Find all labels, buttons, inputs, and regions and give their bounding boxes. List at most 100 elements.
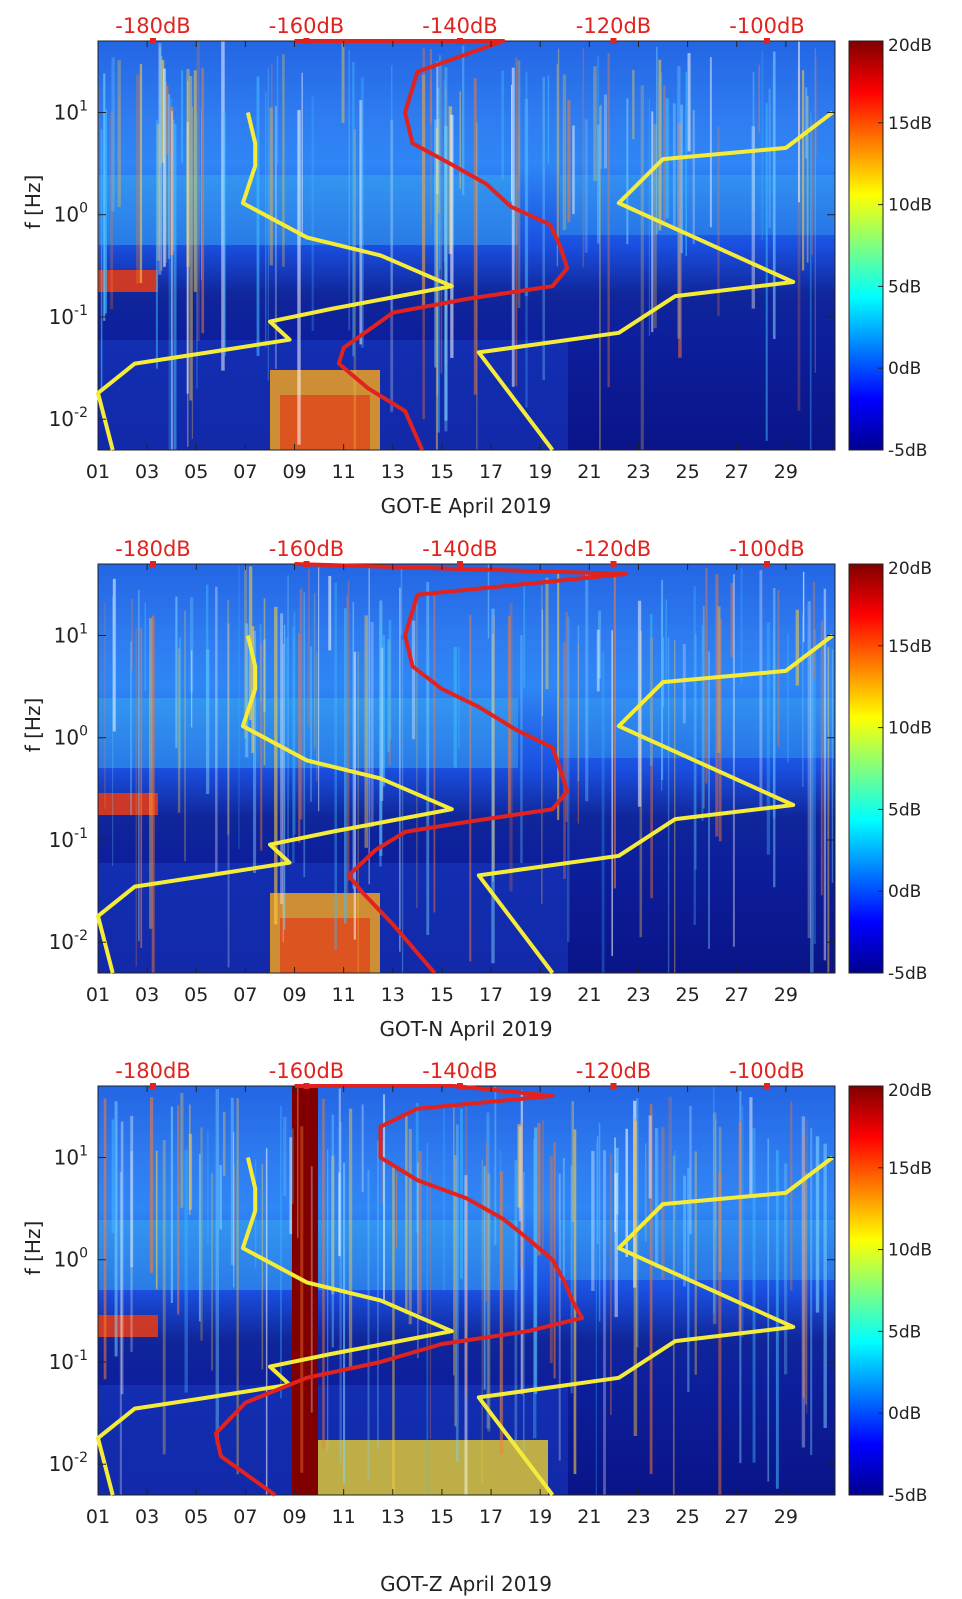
stripe (520, 1090, 523, 1395)
y-axis-label: f [Hz] (21, 698, 45, 753)
colorbar (848, 563, 884, 974)
stripe (280, 613, 284, 904)
top-axis-label: -100dB (729, 1059, 804, 1083)
x-tick-label: 19 (528, 461, 552, 483)
stripe (634, 1118, 636, 1238)
stripe (158, 42, 162, 275)
stripe (139, 64, 143, 283)
x-tick-label: 03 (135, 1506, 159, 1528)
stripe (380, 647, 384, 801)
stripe (311, 96, 314, 331)
stripe (110, 111, 114, 309)
stripe (359, 100, 363, 345)
stripe (118, 95, 121, 200)
x-tick-label: 17 (479, 984, 503, 1006)
stripe (625, 1128, 628, 1257)
stripe (507, 615, 511, 814)
stripe (511, 67, 515, 387)
stripe (421, 74, 426, 308)
stripe (787, 633, 789, 763)
stripe (159, 47, 161, 167)
stripe (462, 45, 465, 196)
stripe (112, 596, 114, 866)
stripe (665, 599, 667, 682)
stripe (444, 67, 448, 432)
stripe (674, 640, 676, 973)
x-tick-label: 05 (184, 1506, 208, 1528)
stripe (542, 77, 545, 380)
colorbar-label: 20dB (888, 1081, 932, 1101)
stripe (165, 81, 167, 263)
x-tick-label: 27 (725, 984, 749, 1006)
stripe (604, 94, 607, 169)
stripe (391, 65, 393, 315)
colorbar-label: 15dB (888, 114, 932, 134)
stripe (485, 1143, 487, 1301)
stripe (261, 1164, 264, 1370)
stripe (130, 1151, 133, 1352)
stripe (517, 60, 521, 309)
stripe (523, 1171, 525, 1454)
y-tick-label: 100 (54, 724, 88, 750)
stripe (584, 119, 588, 253)
stripe (465, 1103, 468, 1399)
stripe (632, 69, 635, 140)
plot-area-frame (97, 563, 836, 974)
stripe (802, 614, 804, 787)
stripe (651, 111, 654, 333)
stripe (802, 1134, 805, 1398)
stripe (189, 597, 194, 693)
stripe (200, 1127, 203, 1341)
stripe (523, 583, 526, 688)
stripe (545, 577, 549, 690)
stripe (491, 608, 495, 964)
stripe (205, 584, 209, 715)
stripe (469, 614, 472, 962)
stripe (715, 574, 719, 837)
stripe (557, 48, 560, 238)
spectrogram-image (98, 41, 835, 450)
stripe (443, 1107, 446, 1291)
colorbar-label: 0dB (888, 359, 921, 379)
yellow-curve-0 (96, 635, 454, 974)
stripe (344, 608, 347, 924)
stripe (426, 1142, 429, 1493)
stripe (541, 609, 543, 717)
x-tick-label: 01 (86, 984, 110, 1006)
stripe (773, 588, 776, 888)
x-tick-label: 21 (577, 984, 601, 1006)
top-axis-tick (610, 561, 617, 567)
stripe (547, 75, 550, 164)
x-axis-label: GOT-N April 2019 (379, 1017, 552, 1041)
stripe (399, 587, 401, 952)
stripe (291, 1128, 294, 1204)
y-tick-label: 10-2 (49, 405, 88, 431)
top-axis-label: -180dB (115, 537, 190, 561)
x-axis-label: GOT-Z April 2019 (380, 1572, 552, 1596)
colorbar (848, 40, 884, 451)
stripe (514, 1160, 518, 1447)
stripe (492, 634, 494, 882)
stripe (186, 121, 189, 394)
colorbar-label: 15dB (888, 1159, 932, 1179)
stripe (816, 57, 818, 157)
stripe (280, 1105, 282, 1399)
stripe (653, 124, 657, 329)
stripe (556, 63, 559, 267)
stripe (130, 1115, 134, 1268)
stripe (111, 1119, 115, 1233)
stripe (267, 67, 269, 381)
x-tick-label: 07 (233, 461, 257, 483)
stripe (689, 1106, 692, 1235)
stripe (610, 1153, 612, 1416)
stripe (483, 1166, 486, 1390)
stripe (520, 635, 523, 863)
stripe (167, 94, 171, 259)
stripe (511, 84, 513, 202)
top-axis-label: -160dB (269, 1059, 344, 1083)
stripe (738, 1121, 742, 1336)
x-tick-label: 21 (577, 1506, 601, 1528)
stripe (353, 651, 356, 940)
stripe (310, 1166, 313, 1413)
stripe (418, 1151, 422, 1314)
